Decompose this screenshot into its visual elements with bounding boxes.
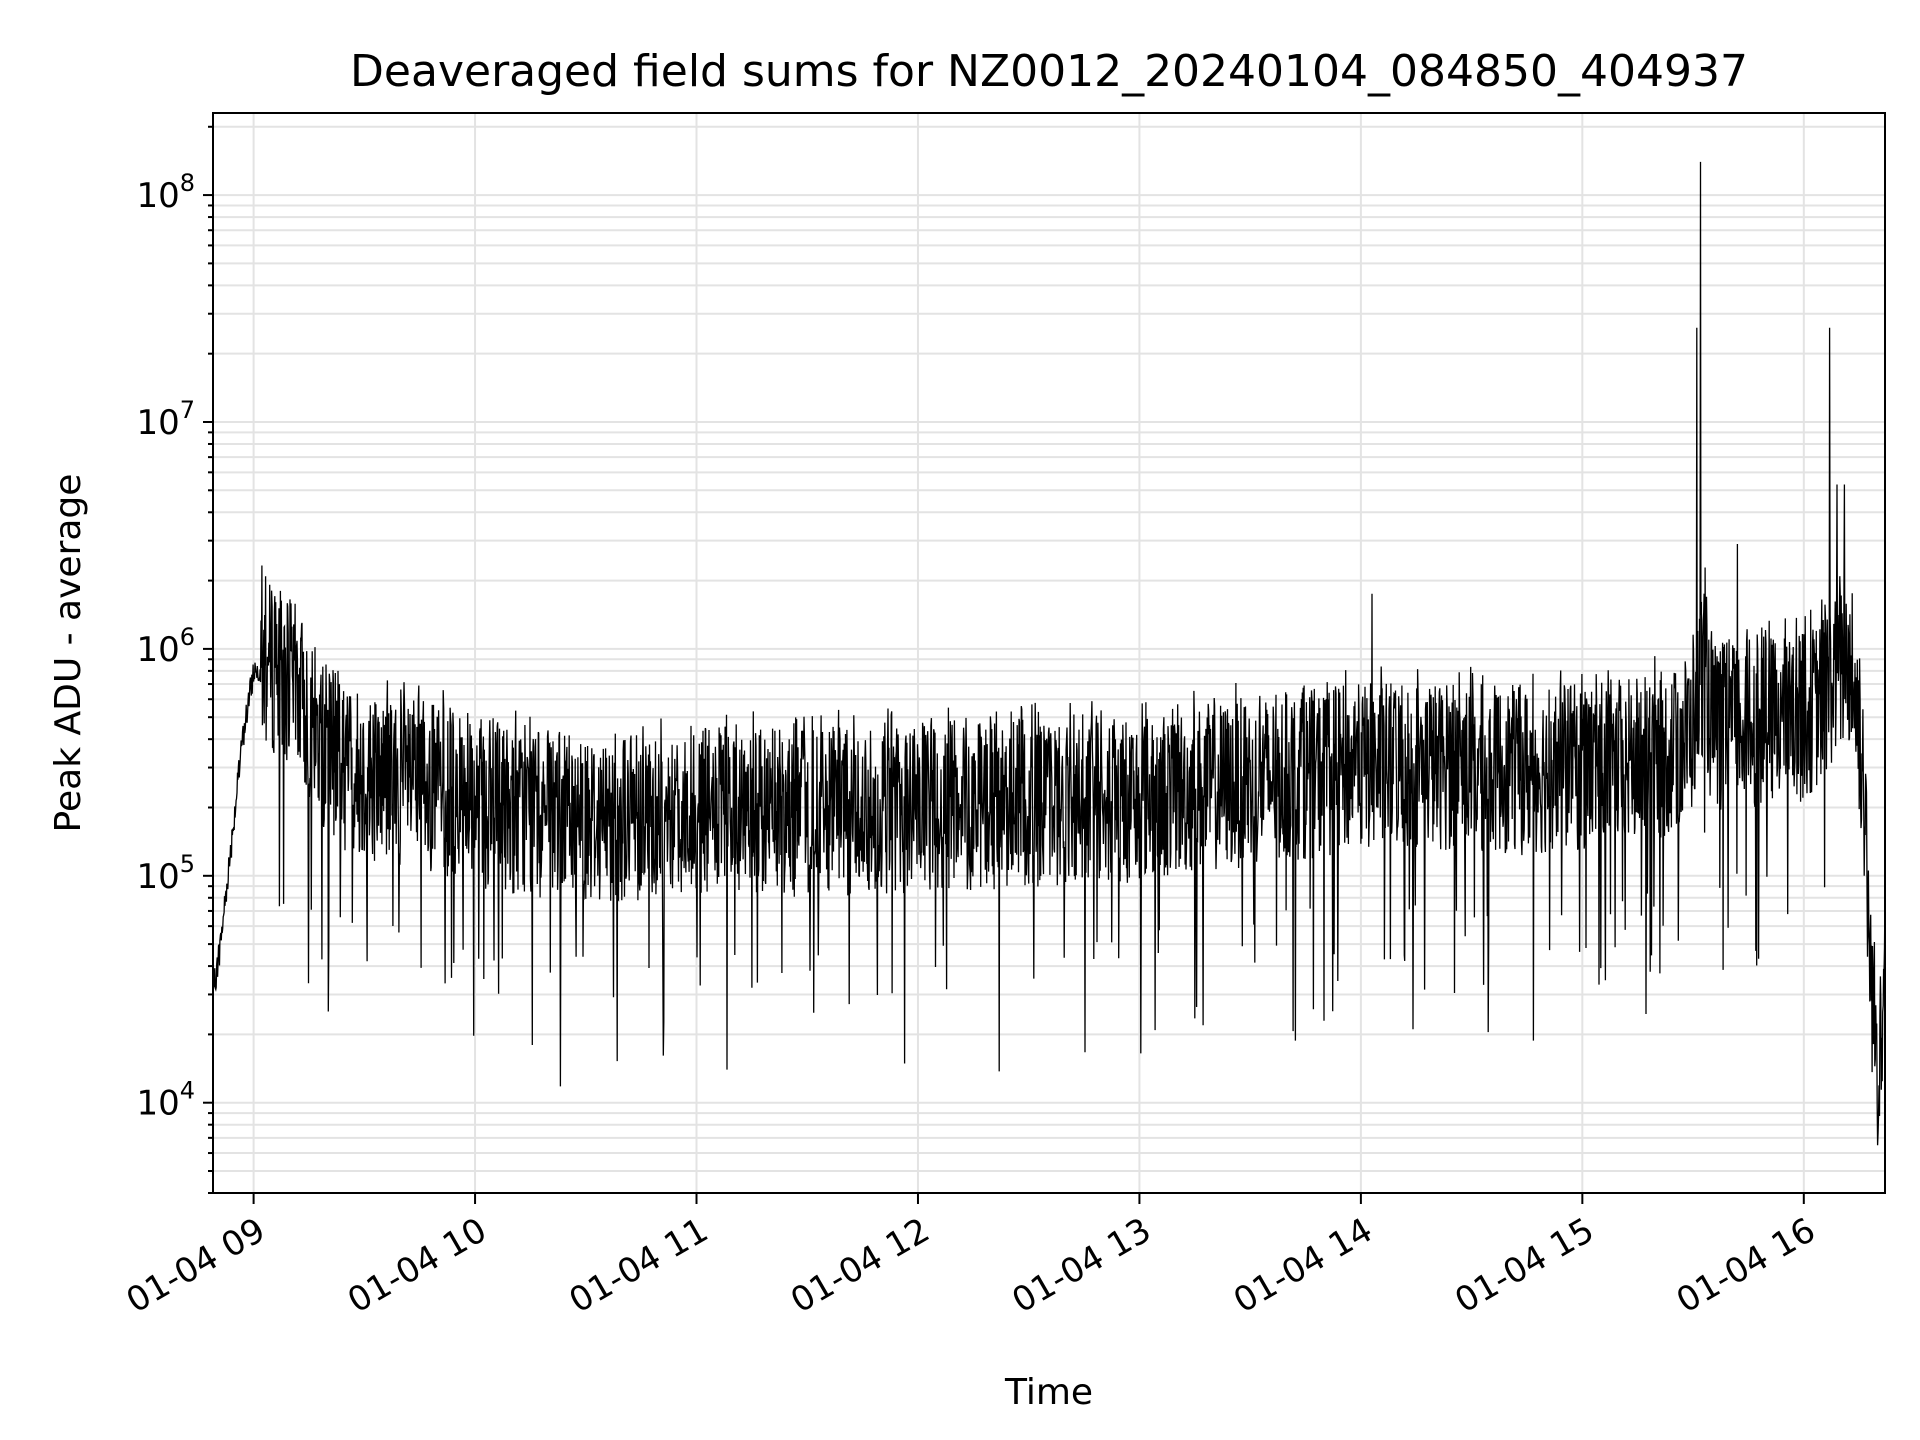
x-tick-label: 01-04 13 (1006, 1210, 1158, 1321)
x-tick-label: 01-04 15 (1448, 1210, 1600, 1321)
x-axis-title: Time (1004, 1372, 1093, 1413)
plot-frame (212, 112, 1886, 1194)
data-layer (212, 161, 1886, 1146)
x-tick-label: 01-04 11 (563, 1210, 715, 1321)
series-line (212, 161, 1886, 1146)
chart-title: Deaveraged field sums for NZ0012_2024010… (350, 46, 1748, 97)
y-tick-label: 104 (136, 1077, 195, 1124)
y-tick-label: 107 (136, 396, 195, 443)
y-axis-title: Peak ADU - average (48, 474, 89, 833)
x-tick-label: 01-04 12 (784, 1210, 936, 1321)
x-tick-label: 01-04 14 (1227, 1210, 1379, 1321)
y-tick-label: 105 (136, 850, 195, 897)
x-tick-label: 01-04 10 (341, 1210, 493, 1321)
x-tick-label: 01-04 16 (1670, 1210, 1822, 1321)
x-tick-label: 01-04 09 (120, 1210, 272, 1321)
y-tick-label: 108 (136, 169, 195, 216)
grid-layer (213, 113, 1885, 1194)
y-tick-label: 106 (136, 623, 195, 670)
